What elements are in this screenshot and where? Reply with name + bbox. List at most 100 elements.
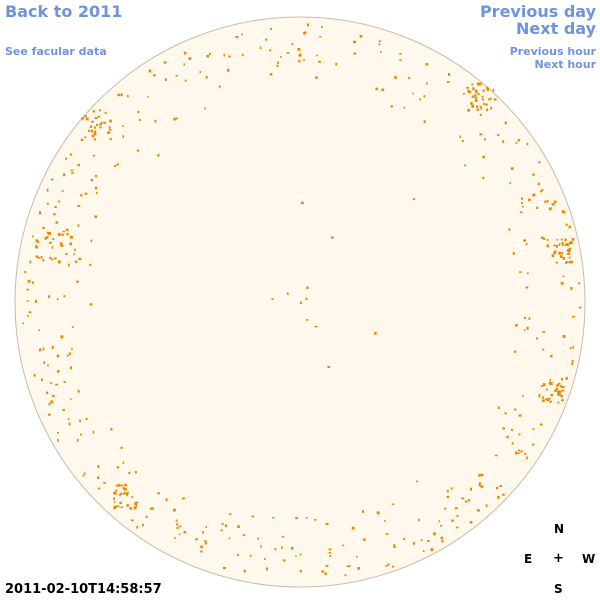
facula-mark xyxy=(33,374,36,377)
facula-mark xyxy=(546,244,549,248)
facula-mark xyxy=(545,398,548,400)
facula-mark xyxy=(69,352,72,354)
facula-mark xyxy=(48,241,52,244)
facula-mark xyxy=(116,466,120,469)
facula-mark xyxy=(440,524,443,527)
facula-mark xyxy=(84,192,88,195)
facula-mark xyxy=(518,433,521,436)
facula-mark xyxy=(85,418,88,421)
facula-mark xyxy=(433,532,436,536)
facula-mark xyxy=(518,414,522,417)
facula-mark xyxy=(538,393,541,397)
facula-mark xyxy=(93,138,96,141)
facula-mark xyxy=(390,105,393,108)
facula-mark xyxy=(277,61,280,64)
facula-mark xyxy=(380,51,382,53)
previous-hour-link[interactable]: Previous hour xyxy=(509,45,596,58)
next-day-link[interactable]: Next day xyxy=(516,19,596,38)
facula-mark xyxy=(554,200,557,204)
facula-mark xyxy=(305,517,308,519)
facula-mark xyxy=(408,76,411,80)
facula-mark xyxy=(94,126,96,129)
facula-mark xyxy=(94,215,98,218)
facula-mark xyxy=(183,51,187,55)
facula-mark xyxy=(467,89,470,92)
facula-mark xyxy=(28,311,32,314)
facula-mark xyxy=(70,153,72,156)
facula-mark xyxy=(59,242,63,245)
facula-mark xyxy=(51,346,54,349)
observation-timestamp: 2011-02-10T14:58:57 xyxy=(5,582,162,597)
facula-mark xyxy=(128,471,131,474)
facula-mark xyxy=(325,522,329,526)
facula-mark xyxy=(476,108,480,111)
facula-mark xyxy=(92,430,95,434)
facula-mark xyxy=(502,427,505,430)
previous-day-link[interactable]: Previous day xyxy=(479,2,596,21)
facula-mark xyxy=(124,492,127,494)
facula-mark xyxy=(82,474,85,477)
facula-mark xyxy=(299,553,302,556)
facula-mark xyxy=(84,115,87,118)
facula-mark xyxy=(562,256,565,260)
facula-mark xyxy=(483,102,485,106)
facula-mark xyxy=(206,55,209,58)
facula-mark xyxy=(556,384,559,387)
see-facular-data-link[interactable]: See facular data xyxy=(5,45,107,58)
facula-mark xyxy=(38,329,40,332)
facula-mark xyxy=(562,275,565,278)
facula-mark xyxy=(546,399,550,401)
facula-mark xyxy=(378,40,381,42)
facula-mark xyxy=(98,109,101,112)
facula-mark xyxy=(153,74,156,77)
facula-mark xyxy=(157,492,161,495)
next-hour-link[interactable]: Next hour xyxy=(534,58,597,71)
back-to-year-link[interactable]: Back to 2011 xyxy=(5,2,123,21)
facula-mark xyxy=(29,260,32,264)
compass-east-label: E xyxy=(524,552,533,566)
facula-mark xyxy=(559,255,563,258)
facula-mark xyxy=(565,377,568,380)
facula-mark xyxy=(67,418,70,420)
facula-mark xyxy=(35,255,39,258)
facula-mark xyxy=(438,520,441,523)
facula-mark xyxy=(57,438,59,442)
facula-mark xyxy=(60,233,64,236)
facula-mark xyxy=(58,200,60,203)
facula-mark xyxy=(532,193,536,197)
facula-mark xyxy=(54,206,57,208)
facula-mark xyxy=(71,348,73,350)
facula-mark xyxy=(122,135,125,138)
facula-mark xyxy=(195,538,198,541)
facula-mark xyxy=(124,483,127,487)
facula-mark xyxy=(118,494,122,496)
facula-mark xyxy=(46,231,49,234)
facula-mark xyxy=(515,451,518,455)
facula-mark xyxy=(221,522,224,525)
facula-mark xyxy=(469,521,473,524)
facula-mark xyxy=(471,83,474,86)
facula-mark xyxy=(306,286,309,289)
facula-mark xyxy=(554,389,557,392)
facula-mark xyxy=(448,73,450,76)
facula-mark xyxy=(218,85,221,88)
facula-mark xyxy=(280,55,282,58)
facula-mark xyxy=(48,295,50,298)
facula-mark xyxy=(228,537,231,540)
facula-mark xyxy=(474,99,478,102)
facula-mark xyxy=(486,108,488,112)
facula-mark xyxy=(540,423,543,426)
facula-mark xyxy=(176,523,179,526)
facula-mark xyxy=(97,115,101,118)
facula-mark xyxy=(37,256,41,259)
facula-mark xyxy=(526,326,529,330)
facula-mark xyxy=(362,510,364,513)
facula-mark xyxy=(88,129,90,132)
facula-mark xyxy=(68,422,71,426)
facula-mark xyxy=(77,204,81,207)
facula-mark xyxy=(281,546,283,549)
facula-mark xyxy=(461,140,464,142)
facula-mark xyxy=(35,245,37,248)
facula-mark xyxy=(475,96,477,100)
facula-mark xyxy=(298,60,301,63)
